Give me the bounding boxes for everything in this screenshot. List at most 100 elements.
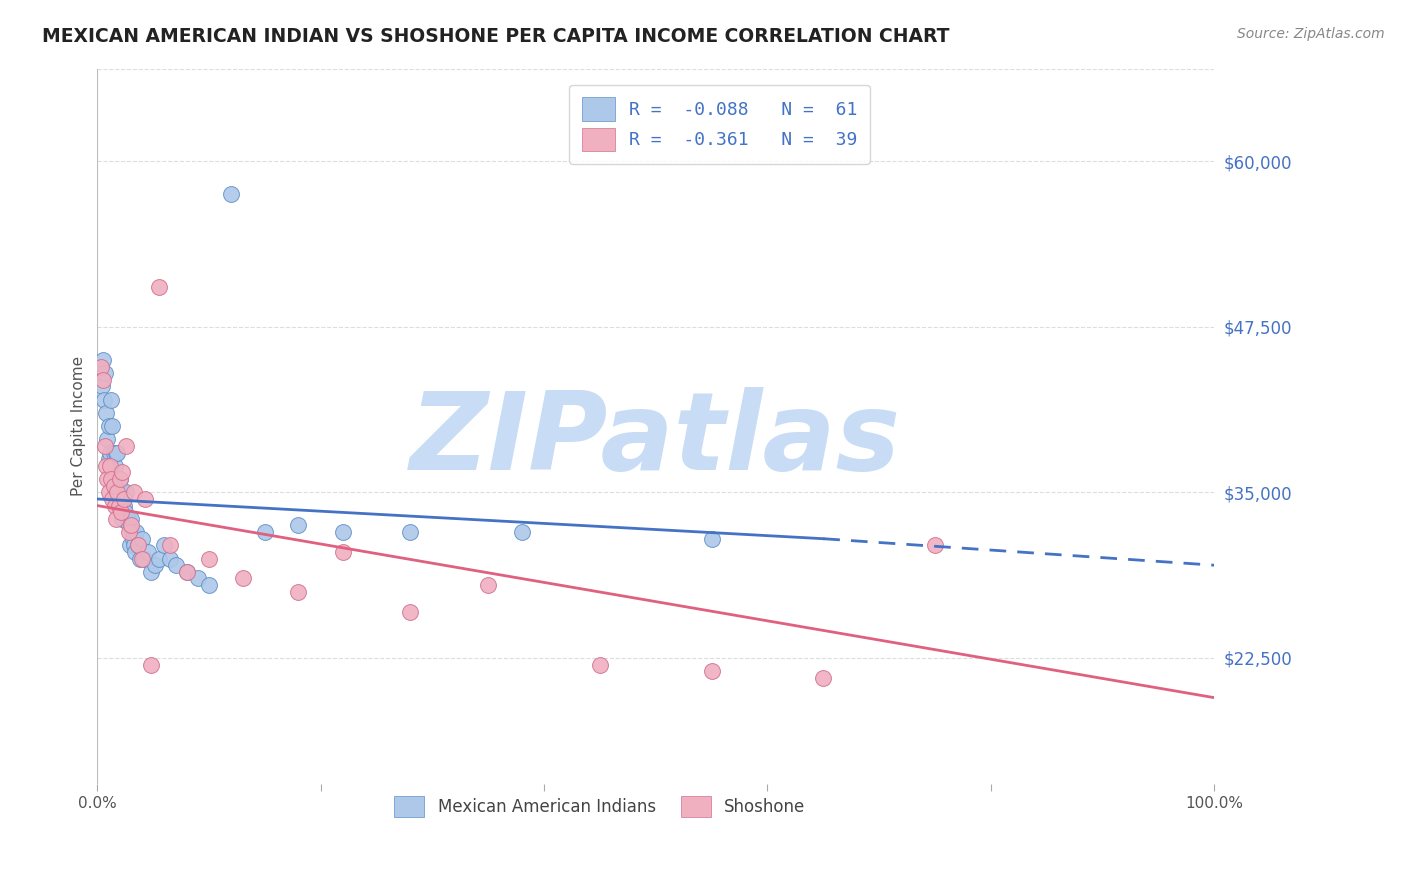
Point (114, 505, 136, 519)
Point (121, 525, 143, 540)
Point (96, 406, 118, 420)
Point (139, 657, 162, 672)
Point (111, 512, 134, 526)
Point (253, 525, 276, 540)
Point (187, 571, 209, 585)
Point (115, 439, 138, 453)
Point (107, 479, 129, 493)
Y-axis label: Per Capita Income: Per Capita Income (72, 356, 86, 496)
Point (287, 518, 309, 533)
Point (101, 419, 124, 434)
Point (115, 485, 138, 500)
Point (122, 538, 145, 552)
Point (176, 565, 198, 579)
Point (112, 491, 135, 506)
Point (477, 578, 499, 592)
Point (97, 485, 120, 500)
Point (221, 187, 243, 202)
Point (90, 379, 112, 393)
Point (510, 525, 533, 540)
Point (134, 551, 156, 566)
Point (112, 499, 135, 513)
Text: ZIPatlas: ZIPatlas (411, 387, 901, 493)
Point (148, 551, 170, 566)
Point (107, 485, 129, 500)
Point (136, 545, 159, 559)
Point (90, 359, 112, 374)
Point (110, 499, 132, 513)
Point (107, 472, 129, 486)
Point (198, 578, 221, 592)
Point (93, 392, 115, 407)
Point (108, 472, 131, 486)
Point (128, 551, 150, 566)
Point (589, 657, 612, 672)
Point (107, 499, 129, 513)
Point (148, 280, 170, 294)
Point (101, 491, 124, 506)
Point (131, 532, 153, 546)
Point (176, 565, 198, 579)
Point (700, 664, 723, 678)
Point (105, 472, 128, 486)
Point (111, 466, 134, 480)
Point (117, 518, 139, 533)
Point (139, 565, 162, 579)
Point (105, 445, 128, 459)
Point (94, 366, 117, 380)
Point (127, 538, 149, 552)
Point (110, 505, 132, 519)
Point (120, 518, 142, 533)
Point (97, 419, 120, 434)
Point (118, 538, 141, 552)
Point (104, 499, 127, 513)
Text: MEXICAN AMERICAN INDIAN VS SHOSHONE PER CAPITA INCOME CORRELATION CHART: MEXICAN AMERICAN INDIAN VS SHOSHONE PER … (42, 27, 949, 45)
Point (105, 512, 128, 526)
Point (134, 491, 156, 506)
Point (103, 445, 125, 459)
Point (131, 551, 153, 566)
Point (122, 532, 145, 546)
Point (117, 525, 139, 540)
Point (159, 538, 181, 552)
Point (399, 605, 422, 619)
Point (100, 472, 122, 486)
Point (231, 571, 253, 585)
Point (97, 452, 120, 467)
Point (96, 433, 118, 447)
Point (101, 472, 124, 486)
Point (107, 445, 129, 459)
Point (108, 491, 131, 506)
Point (153, 538, 176, 552)
Point (332, 525, 354, 540)
Point (145, 558, 167, 573)
Point (100, 392, 122, 407)
Point (91, 352, 114, 367)
Point (198, 551, 221, 566)
Point (112, 485, 135, 500)
Point (117, 512, 139, 526)
Point (110, 485, 132, 500)
Point (287, 584, 309, 599)
Text: Source: ZipAtlas.com: Source: ZipAtlas.com (1237, 27, 1385, 41)
Point (924, 538, 946, 552)
Point (332, 545, 354, 559)
Point (103, 479, 125, 493)
Point (96, 458, 118, 473)
Point (98, 445, 121, 459)
Point (159, 551, 181, 566)
Point (96, 472, 118, 486)
Point (700, 532, 723, 546)
Point (91, 373, 114, 387)
Point (103, 466, 125, 480)
Point (94, 439, 117, 453)
Point (104, 485, 127, 500)
Point (813, 671, 835, 685)
Point (122, 485, 145, 500)
Point (125, 525, 148, 540)
Point (127, 538, 149, 552)
Legend: Mexican American Indians, Shoshone: Mexican American Indians, Shoshone (387, 788, 814, 825)
Point (104, 458, 127, 473)
Point (98, 458, 121, 473)
Point (399, 525, 422, 540)
